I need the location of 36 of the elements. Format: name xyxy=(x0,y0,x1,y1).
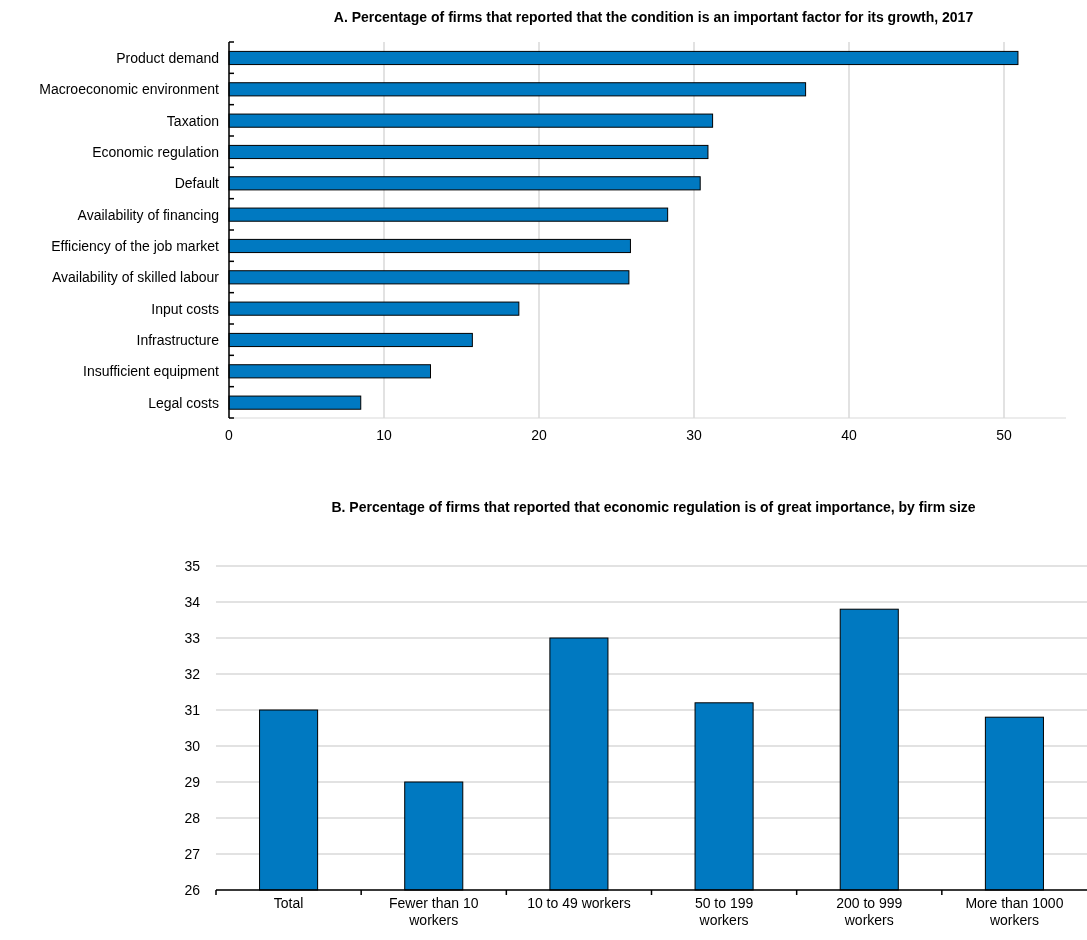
y-tick-label: Economic regulation xyxy=(92,143,219,160)
x-tick-label: 10 xyxy=(376,427,392,443)
y-tick-label: Taxation xyxy=(166,112,219,129)
y-tick-label: 30 xyxy=(184,737,201,754)
x-tick-label: 10 to 49 workers xyxy=(527,895,631,911)
y-tick-label: Insufficient equipment xyxy=(83,363,220,380)
y-tick-label: 29 xyxy=(184,773,201,790)
x-tick-label: 20 xyxy=(531,427,547,443)
y-tick-label: 33 xyxy=(184,629,201,646)
y-tick-label: 34 xyxy=(184,593,201,610)
chart-title: B. Percentage of firms that reported that economic regulation is of great importance, by firm size xyxy=(331,499,976,515)
y-tick-label: 35 xyxy=(184,557,201,574)
y-tick-label: Availability of skilled labour xyxy=(51,269,220,286)
y-tick-label: Legal costs xyxy=(148,394,219,411)
x-tick-label: 50 xyxy=(996,427,1012,443)
y-tick-label: Input costs xyxy=(151,300,219,317)
y-tick-label: 26 xyxy=(184,881,201,898)
x-tick-label: 40 xyxy=(841,427,857,443)
x-tick-label: 50 to 199 workers xyxy=(694,895,754,928)
x-tick-label: 200 to 999 workers xyxy=(836,895,903,928)
y-tick-label: Macroeconomic environment xyxy=(39,81,220,98)
x-tick-label: Fewer than 10 workers xyxy=(389,895,479,928)
y-tick-label: 31 xyxy=(184,701,201,718)
x-tick-label: 30 xyxy=(686,427,702,443)
x-tick-label: 0 xyxy=(225,427,234,443)
y-tick-label: Efficiency of the job market xyxy=(51,237,220,254)
y-tick-label: 27 xyxy=(184,845,201,862)
y-tick-label: Availability of financing xyxy=(77,206,219,223)
y-tick-label: 32 xyxy=(184,665,201,682)
y-tick-label: Infrastructure xyxy=(136,331,220,348)
chart-title: A. Percentage of firms that reported that the condition is an important factor for its growth, 2017 xyxy=(333,9,974,25)
y-tick-label: Default xyxy=(174,175,220,192)
y-tick-label: 28 xyxy=(184,809,201,826)
x-tick-label: Total xyxy=(273,895,304,911)
y-tick-label: Product demand xyxy=(116,49,219,66)
x-tick-label: More than 1000 workers xyxy=(965,895,1064,928)
